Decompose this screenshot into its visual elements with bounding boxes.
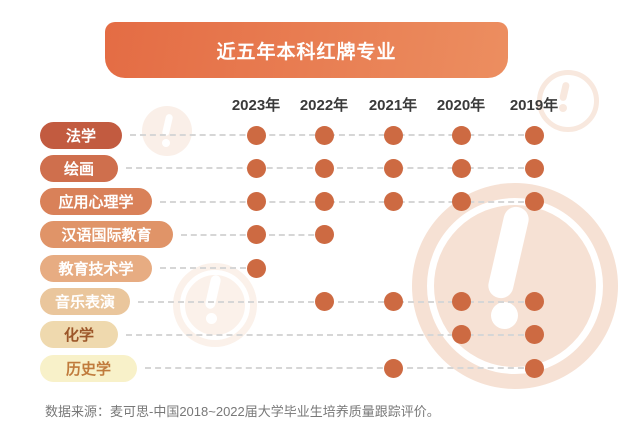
major-pill: 化学 [40, 321, 118, 349]
flag-dot [451, 292, 471, 311]
year-header: 2022年 [299, 97, 349, 114]
exclamation-dot-icon [491, 302, 518, 329]
exclamation-dot-icon [559, 104, 567, 112]
alert-badge-watermark-medium-icon [173, 263, 257, 347]
flag-dot [314, 292, 334, 311]
major-pill: 法学 [40, 121, 122, 149]
flag-dot [524, 192, 544, 212]
major-pill: 音乐表演 [40, 288, 130, 315]
alert-badge-watermark-large-icon [412, 183, 618, 389]
flag-dot [451, 158, 471, 178]
flag-dot [383, 158, 403, 178]
row-leader-line [138, 300, 534, 303]
flag-dot [383, 125, 403, 145]
data-source-note: 数据来源：麦可思-中国2018~2022届大学毕业生培养质量跟踪评价。 [45, 404, 440, 419]
flag-dot [451, 125, 471, 145]
flag-dot [246, 158, 266, 178]
flag-dot [524, 358, 544, 378]
flag-dot [314, 125, 334, 145]
flag-dot [246, 258, 266, 278]
year-header: 2021年 [368, 97, 418, 114]
year-header: 2023年 [231, 97, 281, 114]
major-pill: 教育技术学 [40, 254, 152, 282]
exclamation-dot-icon [162, 139, 170, 147]
major-pill: 历史学 [40, 354, 137, 382]
flag-dot [314, 192, 334, 212]
year-header: 2019年 [509, 97, 559, 114]
alert-badge-watermark-small-icon [142, 106, 192, 156]
flag-dot [524, 325, 544, 345]
flag-dot [314, 225, 334, 245]
flag-dot [383, 292, 403, 311]
flag-dot [383, 192, 403, 212]
exclamation-dot-icon [206, 313, 217, 324]
flag-dot [524, 158, 544, 178]
badge-ring-icon [180, 270, 250, 340]
year-header: 2020年 [436, 97, 486, 114]
row-leader-line [145, 367, 534, 370]
chart-title-banner: 近五年本科红牌专业 [105, 22, 508, 78]
row-leader-line [160, 200, 534, 203]
row-leader-line [126, 333, 534, 336]
flag-dot [451, 192, 471, 212]
flag-dot [524, 125, 544, 145]
flag-dot [524, 292, 544, 311]
major-pill: 绘画 [40, 154, 118, 182]
flag-dot [246, 192, 266, 212]
flag-dot [383, 358, 403, 378]
row-leader-line [160, 267, 256, 270]
alert-badge-watermark-ring-icon [537, 70, 599, 132]
flag-dot [246, 125, 266, 145]
flag-dot [314, 158, 334, 178]
major-pill: 汉语国际教育 [40, 221, 173, 249]
flag-dot [451, 325, 471, 345]
flag-dot [246, 225, 266, 245]
chart-title: 近五年本科红牌专业 [216, 41, 397, 63]
major-pill: 应用心理学 [40, 188, 152, 216]
